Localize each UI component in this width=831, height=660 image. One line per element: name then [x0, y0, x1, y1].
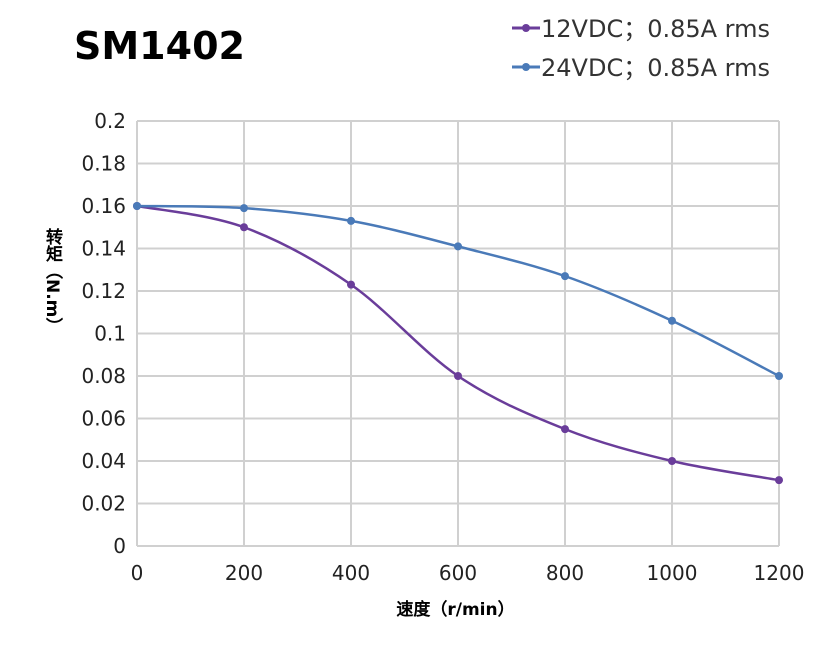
y-tick-label: 0.02 [81, 492, 126, 516]
data-point [454, 242, 462, 251]
x-tick-label: 800 [546, 561, 584, 585]
legend-marker [522, 24, 530, 32]
chart-title: SM1402 [74, 24, 245, 68]
x-axis-label: 速度（r/min） [396, 600, 515, 620]
y-tick-label: 0.18 [81, 152, 126, 176]
data-point [240, 223, 248, 232]
data-point [561, 425, 569, 434]
data-point [668, 316, 676, 325]
y-tick-label: 0.14 [81, 237, 126, 261]
data-point [775, 476, 783, 485]
y-tick-label: 0 [113, 534, 126, 558]
x-tick-label: 200 [225, 561, 263, 585]
data-point [454, 372, 462, 380]
y-tick-label: 0.06 [81, 407, 126, 431]
x-tick-label: 0 [131, 561, 144, 585]
y-tick-label: 0.08 [81, 364, 126, 388]
y-axis-label: 转矩（N.m） [42, 228, 62, 335]
data-point [347, 216, 355, 225]
legend-label: 24VDC；0.85A rms [541, 54, 770, 82]
data-point [240, 204, 248, 213]
y-tick-label: 0.2 [94, 109, 126, 133]
x-tick-label: 600 [439, 561, 477, 585]
data-point [775, 372, 783, 380]
data-point [347, 280, 355, 289]
x-tick-label: 1200 [754, 561, 805, 585]
y-tick-label: 0.1 [94, 322, 126, 346]
y-tick-label: 0.12 [81, 279, 126, 303]
y-tick-label: 0.04 [81, 449, 126, 473]
data-point [561, 272, 569, 281]
legend-marker [522, 63, 530, 71]
x-tick-label: 1000 [647, 561, 698, 585]
x-tick-label: 400 [332, 561, 370, 585]
data-point [668, 457, 676, 465]
y-tick-label: 0.16 [81, 194, 126, 218]
legend-label: 12VDC；0.85A rms [541, 15, 770, 43]
data-point [133, 202, 141, 210]
